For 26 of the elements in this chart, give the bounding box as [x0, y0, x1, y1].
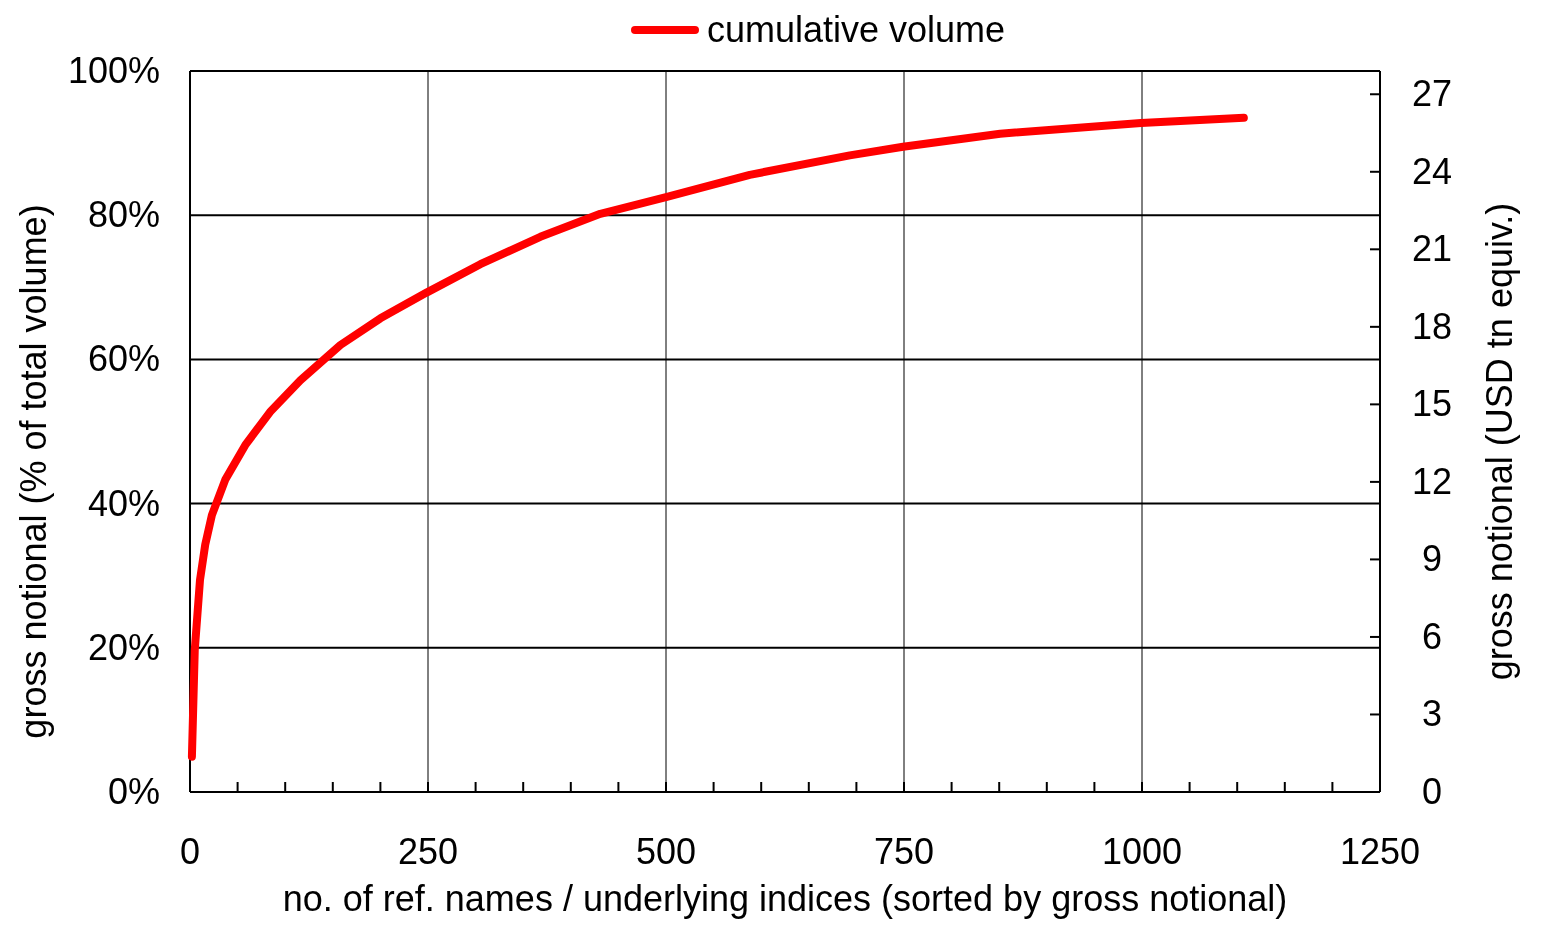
y-tick-label: 80% — [87, 194, 160, 236]
x-tick-label: 250 — [397, 831, 459, 872]
y2-tick-label: 21 — [1411, 228, 1453, 270]
x-tick-label: 500 — [635, 831, 697, 872]
x-axis-title: no. of ref. names / underlying indices (sorted by gross notional) — [282, 878, 1288, 919]
x-tick-label: 750 — [873, 831, 935, 872]
y2-axis-title: gross notional (USD tn equiv.) — [1479, 202, 1520, 681]
y2-tick-label: 6 — [1421, 615, 1443, 657]
y2-tick-label: 24 — [1411, 150, 1453, 192]
y-tick-label: 40% — [87, 482, 160, 524]
y-tick-label: 0% — [107, 771, 160, 812]
x-tick-label: 0 — [179, 831, 201, 872]
y2-tick-label: 9 — [1421, 538, 1443, 580]
y-axis-title: gross notional (% of total volume) — [13, 204, 54, 739]
legend-label: cumulative volume — [707, 9, 1006, 50]
x-tick-label: 1250 — [1339, 831, 1421, 872]
x-tick-label: 1000 — [1101, 831, 1183, 872]
y-tick-label: 60% — [87, 338, 160, 380]
y-tick-label: 100% — [67, 50, 160, 91]
y2-tick-label: 15 — [1411, 383, 1453, 425]
y2-tick-label: 0 — [1421, 771, 1443, 812]
y2-tick-label: 3 — [1421, 693, 1443, 735]
y-tick-label: 20% — [87, 626, 160, 668]
y2-tick-label: 12 — [1411, 460, 1453, 502]
y2-tick-label: 18 — [1411, 305, 1453, 347]
y2-tick-label: 27 — [1411, 73, 1453, 115]
